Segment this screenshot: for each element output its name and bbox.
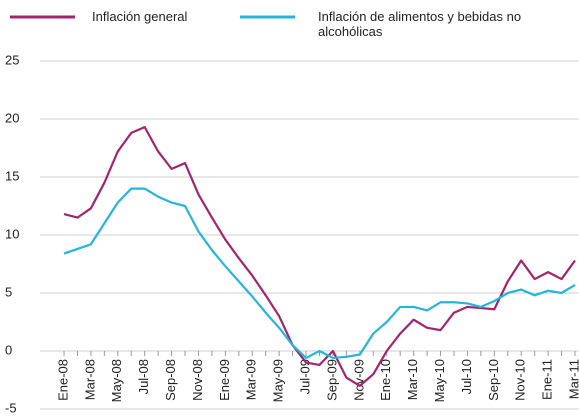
x-tick-label: Mar-10 [405, 359, 420, 400]
y-tick-label: -5 [5, 400, 17, 415]
series-line [63, 187, 576, 360]
x-tick-label: Jul-09 [297, 359, 312, 394]
x-tick-label: Mar-11 [566, 359, 579, 399]
y-tick-label: 5 [5, 284, 12, 299]
legend-label: Inflación general [92, 9, 188, 24]
x-tick-label: Ene-09 [217, 359, 232, 401]
x-tick-label: May-10 [432, 359, 447, 402]
x-tick-label: Ene-10 [378, 359, 393, 401]
x-tick-label: Ene-11 [540, 359, 555, 400]
y-tick-label: 15 [5, 168, 19, 183]
x-tick-label: Mar-09 [244, 359, 259, 400]
legend-label: Inflación de alimentos y bebidas no alco… [318, 9, 522, 39]
y-tick-label: 0 [5, 342, 12, 357]
x-tick-label: May-09 [271, 359, 286, 402]
x-tick-label: Sep-09 [324, 359, 339, 401]
x-tick-label: Mar-08 [82, 359, 97, 400]
y-tick-label: 20 [5, 110, 19, 125]
x-tick-label: Jul-10 [459, 359, 474, 394]
x-tick-label: Ene-08 [55, 359, 70, 401]
x-tick-label: Jul-08 [136, 359, 151, 394]
x-tick-label: Sep-10 [486, 359, 501, 401]
x-tick-label: Nov-08 [190, 359, 205, 401]
y-tick-label: 25 [5, 52, 19, 67]
y-tick-label: 10 [5, 226, 19, 241]
x-tick-label: Nov-10 [513, 359, 528, 401]
series-line [63, 126, 576, 387]
x-tick-label: Sep-08 [163, 359, 178, 401]
x-tick-label: May-08 [109, 359, 124, 402]
x-tick-label: Nov-09 [351, 359, 366, 401]
